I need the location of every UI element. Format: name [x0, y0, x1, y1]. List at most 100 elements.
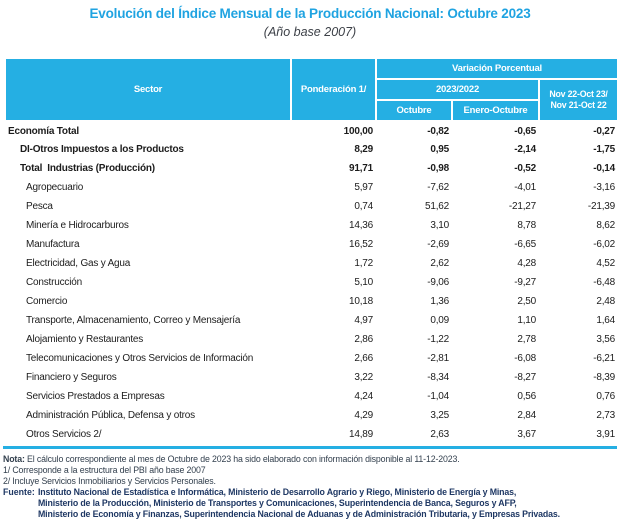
page-title: Evolución del Índice Mensual de la Produ… [89, 6, 531, 21]
cell-sector: DI-Otros Impuestos a los Productos [20, 144, 184, 155]
header-period-2023-2022: 2023/2022 [375, 78, 540, 101]
header-variacion-porcentual: Variación Porcentual [374, 57, 620, 80]
cell-ponderacion: 2,86 [354, 334, 373, 345]
cell-ponderacion: 4,24 [354, 391, 373, 402]
cell-octubre: 2,63 [430, 429, 449, 440]
cell-enero-octubre: 3,67 [517, 429, 536, 440]
cell-enero-octubre: -2,14 [514, 144, 536, 155]
table-row: Financiero y Seguros 3,22 -8,34 -8,27 -8… [5, 368, 618, 387]
cell-sector: Servicios Prestados a Empresas [26, 391, 165, 402]
cell-nov: 4,52 [596, 258, 616, 269]
table-row: Agropecuario 5,97 -7,62 -4,01 -3,16 [5, 178, 618, 197]
cell-ponderacion: 16,52 [348, 239, 373, 250]
cell-enero-octubre: -21,27 [508, 201, 536, 212]
cell-enero-octubre: -6,08 [514, 353, 536, 364]
cell-enero-octubre: -4,01 [514, 182, 536, 193]
cell-enero-octubre: 4,28 [517, 258, 536, 269]
table-row: Electricidad, Gas y Agua 1,72 2,62 4,28 … [5, 254, 618, 273]
cell-ponderacion: 100,00 [343, 125, 374, 137]
header-enero-octubre: Enero-Octubre [451, 99, 540, 122]
cell-enero-octubre: 1,10 [517, 315, 536, 326]
cell-ponderacion: 91,71 [348, 163, 373, 174]
cell-octubre: 1,36 [430, 296, 449, 307]
table-row: Alojamiento y Restaurantes 2,86 -1,22 2,… [5, 330, 618, 349]
cell-enero-octubre: -9,27 [514, 277, 536, 288]
fuente-line-3: Ministerio de Economía y Finanzas, Super… [38, 509, 560, 519]
table-row: DI-Otros Impuestos a los Productos 8,29 … [5, 140, 618, 159]
cell-ponderacion: 5,10 [354, 277, 373, 288]
table-header: Sector Ponderación 1/ Variación Porcentu… [4, 57, 620, 122]
cell-nov: -21,39 [587, 201, 616, 212]
table-bottom-rule [3, 446, 617, 449]
cell-ponderacion: 5,97 [354, 182, 373, 193]
cell-sector: Manufactura [26, 239, 80, 250]
cell-ponderacion: 8,29 [354, 144, 373, 155]
nota-text: El cálculo correspondiente al mes de Oct… [27, 454, 460, 464]
table-row: Construcción 5,10 -9,06 -9,27 -6,48 [5, 273, 618, 292]
nota-line: Nota: El cálculo correspondiente al mes … [3, 454, 620, 465]
table-row: Pesca 0,74 51,62 -21,27 -21,39 [5, 197, 618, 216]
cell-sector: Financiero y Seguros [26, 372, 117, 383]
cell-enero-octubre: -6,65 [514, 239, 536, 250]
fuente-lines: Instituto Nacional de Estadística e Info… [38, 487, 560, 520]
cell-sector: Telecomunicaciones y Otros Servicios de … [26, 353, 254, 364]
header-nov-line1: Nov 22-Oct 23/ [549, 89, 608, 99]
cell-nov: 0,76 [596, 391, 616, 402]
cell-octubre: -1,22 [427, 334, 449, 345]
cell-octubre: 0,09 [430, 315, 449, 326]
page-subtitle: (Año base 2007) [263, 25, 357, 39]
table-row: Servicios Prestados a Empresas 4,24 -1,0… [5, 387, 618, 406]
cell-sector: Otros Servicios 2/ [26, 429, 102, 440]
fuente-label: Fuente: [3, 487, 35, 497]
cell-octubre: -2,81 [427, 353, 449, 364]
cell-enero-octubre: 2,50 [517, 296, 536, 307]
cell-nov: -6,21 [593, 353, 616, 364]
cell-sector: Economía Total [8, 125, 79, 137]
header-ponderacion: Ponderación 1/ [290, 57, 377, 122]
cell-nov: 3,56 [596, 334, 616, 345]
footnote-1: 1/ Corresponde a la estructura del PBI a… [3, 465, 206, 475]
cell-enero-octubre: -8,27 [514, 372, 536, 383]
footnote-2: 2/ Incluye Servicios Inmobiliarios y Ser… [3, 476, 216, 486]
cell-ponderacion: 2,66 [354, 353, 373, 364]
cell-octubre: -7,62 [427, 182, 449, 193]
cell-ponderacion: 1,72 [354, 258, 373, 269]
table-row: Comercio 10,18 1,36 2,50 2,48 [5, 292, 618, 311]
cell-ponderacion: 3,22 [354, 372, 373, 383]
cell-nov: 2,73 [596, 410, 616, 421]
cell-sector: Alojamiento y Restaurantes [26, 334, 144, 345]
footer-notes: Nota: El cálculo correspondiente al mes … [3, 454, 620, 520]
cell-sector: Minería e Hidrocarburos [26, 220, 129, 231]
cell-octubre: -1,04 [427, 391, 449, 402]
cell-sector: Administración Pública, Defensa y otros [26, 410, 195, 421]
cell-ponderacion: 0,74 [354, 201, 373, 212]
cell-sector: Total Industrias (Producción) [20, 163, 155, 174]
cell-sector: Transporte, Almacenamiento, Correo y Men… [26, 315, 241, 326]
cell-octubre: 51,62 [424, 201, 449, 212]
cell-octubre: -0,98 [427, 163, 449, 174]
cell-octubre: 2,62 [430, 258, 449, 269]
cell-octubre: -0,82 [427, 125, 449, 137]
cell-ponderacion: 14,36 [348, 220, 373, 231]
table-row: Otros Servicios 2/ 14,89 2,63 3,67 3,91 [5, 425, 618, 444]
table-row: Minería e Hidrocarburos 14,36 3,10 8,78 … [5, 216, 618, 235]
header-nov22-oct23: Nov 22-Oct 23/ Nov 21-Oct 22 [537, 78, 620, 122]
cell-octubre: -9,06 [427, 277, 449, 288]
cell-nov: 8,62 [596, 220, 616, 231]
cell-octubre: -8,34 [427, 372, 449, 383]
cell-ponderacion: 4,29 [354, 410, 373, 421]
cell-nov: 3,91 [596, 429, 616, 440]
cell-nov: -0,27 [593, 125, 616, 137]
cell-nov: -6,02 [593, 239, 616, 250]
table-row: Manufactura 16,52 -2,69 -6,65 -6,02 [5, 235, 618, 254]
cell-nov: -8,39 [593, 372, 616, 383]
fuente-line-1: Instituto Nacional de Estadística e Info… [38, 487, 517, 497]
cell-enero-octubre: 8,78 [517, 220, 536, 231]
cell-ponderacion: 4,97 [354, 315, 373, 326]
cell-ponderacion: 10,18 [348, 296, 373, 307]
cell-nov: -3,16 [593, 182, 616, 193]
cell-ponderacion: 14,89 [348, 429, 373, 440]
cell-octubre: 3,10 [430, 220, 449, 231]
cell-sector: Pesca [26, 201, 53, 212]
